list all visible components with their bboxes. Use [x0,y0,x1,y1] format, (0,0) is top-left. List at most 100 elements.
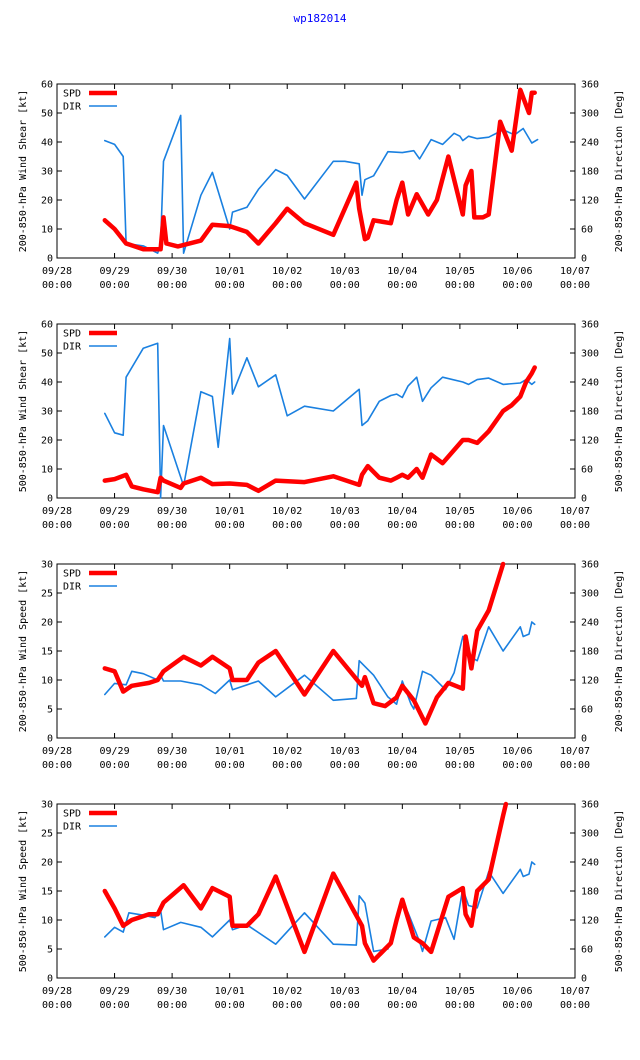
x-tick-date: 10/04 [387,506,417,517]
x-tick-date: 09/30 [157,266,187,277]
x-tick-date: 10/01 [215,266,245,277]
x-tick-date: 10/02 [272,266,302,277]
series-line-dir [104,337,536,499]
page-title: wp182014 [293,12,347,25]
plot-frame [56,83,576,259]
series-line-spd [102,801,509,963]
y-axis-label: 500-850-hPa Wind Shear [kt] [18,330,29,493]
chart-panel-1: 0 10 20 30 40 50 60 0 60 120 180 240 300 360 09/28 00:0… [18,80,625,292]
x-tick-date: 09/29 [100,746,130,757]
x-tick-time: 00:00 [387,280,417,291]
y2-axis-label: 500-850-hPa Direction [Deg] [614,330,625,493]
y-tick-label: 10 [41,465,53,476]
plot-frame [56,323,576,499]
x-tick-time: 00:00 [272,280,302,291]
y2-tick-label: 300 [581,829,599,840]
legend-label-dir: DIR [63,342,82,353]
x-tick-time: 00:00 [502,1000,532,1011]
x-tick-date: 10/07 [560,986,590,997]
y-tick-label: 20 [41,436,53,447]
chart-panel-4: 05101520253006012018024030036009/2800:00… [18,800,625,1012]
x-tick-time: 00:00 [272,520,302,531]
series-line-spd [102,365,537,495]
x-tick-date: 09/29 [100,986,130,997]
x-tick-time: 00:00 [445,520,475,531]
x-tick-date: 10/02 [272,746,302,757]
y-tick-label: 20 [41,618,53,629]
y-tick-label: 15 [41,647,53,658]
y2-axis-label: 200-850-hPa Direction [Deg] [614,570,625,733]
y-tick-label: 30 [41,167,53,178]
y-tick-label: 15 [41,887,53,898]
x-tick-date: 10/03 [330,986,360,997]
y2-tick-label: 120 [581,916,599,927]
x-tick-date: 10/05 [445,746,475,757]
y2-tick-label: 360 [581,560,599,571]
y-tick-label: 10 [41,225,53,236]
y2-tick-label: 0 [581,734,587,745]
y2-tick-label: 180 [581,887,599,898]
x-tick-date: 10/03 [330,746,360,757]
y-tick-label: 25 [41,829,53,840]
x-tick-date: 10/03 [330,266,360,277]
y2-tick-label: 0 [581,494,587,505]
x-tick-time: 00:00 [215,520,245,531]
x-tick-time: 00:00 [445,280,475,291]
legend-label-dir: DIR [63,582,82,593]
y-tick-label: 10 [41,676,53,687]
x-tick-date: 09/30 [157,986,187,997]
x-tick-time: 00:00 [445,760,475,771]
x-tick-time: 00:00 [387,1000,417,1011]
x-tick-time: 00:00 [272,1000,302,1011]
x-tick-time: 00:00 [560,280,590,291]
legend-label-spd: SPD [63,569,81,580]
y2-tick-label: 120 [581,676,599,687]
x-tick-date: 10/06 [502,986,532,997]
x-tick-time: 00:00 [157,520,187,531]
y2-tick-label: 300 [581,589,599,600]
x-tick-date: 10/06 [502,506,532,517]
x-tick-date: 10/02 [272,986,302,997]
x-tick-time: 00:00 [560,520,590,531]
x-tick-time: 00:00 [387,520,417,531]
x-tick-date: 09/29 [100,506,130,517]
x-tick-date: 10/07 [560,506,590,517]
y2-tick-label: 60 [581,705,593,716]
y-tick-label: 50 [41,349,53,360]
x-tick-time: 00:00 [445,1000,475,1011]
x-tick-date: 10/01 [215,746,245,757]
y-tick-label: 0 [47,254,53,265]
x-tick-time: 00:00 [387,760,417,771]
y-tick-label: 25 [41,589,53,600]
x-tick-time: 00:00 [330,280,360,291]
y-axis-label: 200-850-hPa Wind Speed [kt] [18,570,29,733]
y-tick-label: 30 [41,560,53,571]
y2-axis-label: 200-850-hPa Direction [Deg] [614,90,625,253]
x-tick-time: 00:00 [502,760,532,771]
x-tick-date: 10/03 [330,506,360,517]
y-tick-label: 5 [47,945,53,956]
x-tick-date: 10/07 [560,266,590,277]
x-tick-date: 10/04 [387,986,417,997]
y-tick-label: 50 [41,109,53,120]
x-tick-date: 09/28 [42,986,72,997]
y2-tick-label: 360 [581,80,599,91]
y-tick-label: 5 [47,705,53,716]
x-tick-date: 10/05 [445,986,475,997]
x-tick-date: 10/04 [387,266,417,277]
x-tick-time: 00:00 [272,760,302,771]
y2-tick-label: 240 [581,858,599,869]
y2-tick-label: 300 [581,109,599,120]
series-line-spd [102,561,506,726]
series-line-spd [102,87,537,252]
x-tick-time: 00:00 [502,280,532,291]
y2-tick-label: 0 [581,974,587,985]
x-tick-time: 00:00 [560,1000,590,1011]
x-tick-time: 00:00 [330,760,360,771]
y-axis-label: 200-850-hPa Wind Shear [kt] [18,90,29,253]
x-tick-date: 10/01 [215,506,245,517]
x-tick-date: 10/05 [445,506,475,517]
legend-label-spd: SPD [63,329,81,340]
y2-tick-label: 60 [581,945,593,956]
x-tick-time: 00:00 [330,520,360,531]
